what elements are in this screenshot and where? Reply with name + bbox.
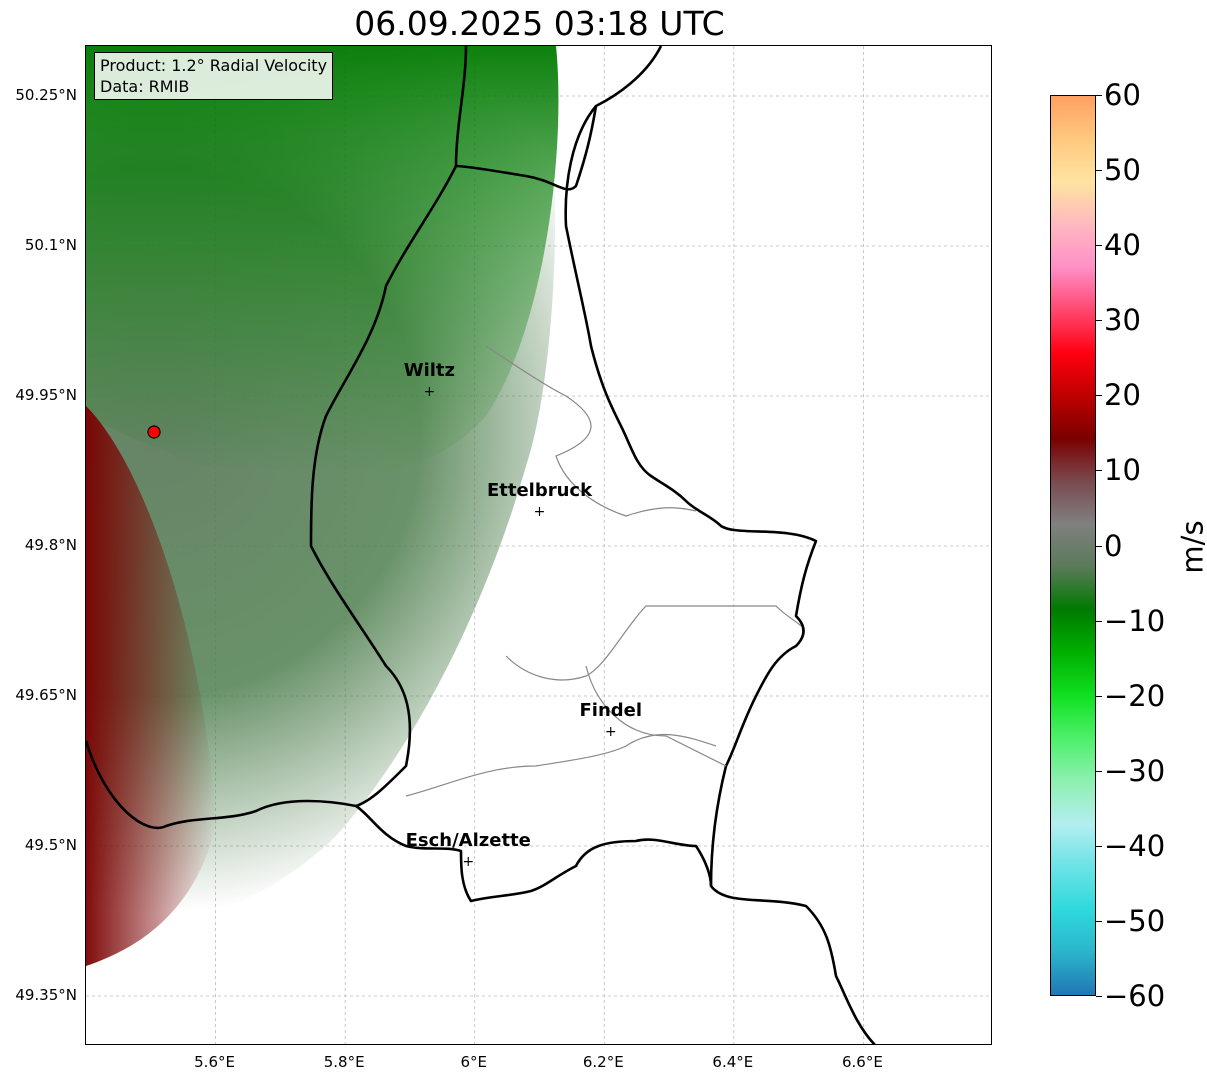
y-tick-label: 49.5°N [24, 836, 77, 854]
colorbar-tick-label: 60 [1104, 78, 1141, 112]
canton-line-2 [505, 605, 802, 681]
colorbar-tick-mark [1096, 470, 1102, 472]
colorbar-tick-mark [1096, 320, 1102, 322]
canton-line-4 [585, 665, 727, 767]
colorbar-tick-label: −40 [1104, 828, 1166, 863]
colorbar-tick-label: 0 [1104, 528, 1123, 563]
colorbar-tick-mark [1096, 170, 1102, 172]
colorbar-tick-label: −20 [1104, 678, 1166, 713]
canton-borders [405, 345, 802, 797]
y-tick-label: 49.65°N [15, 686, 77, 704]
data-source-label: Data: RMIB [100, 77, 190, 96]
colorbar-tick-label: −10 [1104, 603, 1166, 638]
colorbar-unit-label: m/s [1175, 520, 1207, 574]
y-tick-label: 49.8°N [24, 536, 77, 554]
x-tick-label: 5.8°E [323, 1053, 365, 1071]
city-label: Ettelbruck [487, 480, 593, 501]
city-marker-icon: + [534, 504, 546, 520]
radar-map-canvas: + Wiltz + Ettelbruck + Findel + Esch/Alzette [86, 46, 991, 1044]
colorbar-tick-mark [1096, 95, 1102, 96]
colorbar-tick-mark [1096, 920, 1102, 922]
radar-map: + Wiltz + Ettelbruck + Findel + Esch/Alzette [85, 45, 992, 1045]
city-marker-icon: + [462, 854, 474, 870]
colorbar-tick-label: 50 [1104, 153, 1141, 188]
colorbar-tick-mark [1096, 996, 1102, 997]
y-tick-label: 49.35°N [15, 986, 77, 1004]
radar-site-icon [147, 425, 161, 439]
product-label: Product: 1.2° Radial Velocity [100, 56, 328, 75]
y-tick-label: 50.25°N [15, 86, 77, 104]
luxembourg-border-west [86, 46, 468, 829]
radar-echoes [86, 46, 559, 966]
luxembourg-border-east [455, 46, 876, 1044]
colorbar-tick-mark [1096, 395, 1102, 397]
x-tick-label: 6°E [460, 1053, 487, 1071]
echo-field-red [86, 406, 216, 966]
canton-line-1 [485, 345, 697, 517]
colorbar-tick-mark [1096, 695, 1102, 697]
x-tick-label: 6.4°E [712, 1053, 754, 1071]
chart-title: 06.09.2025 03:18 UTC [354, 4, 725, 43]
luxembourg-border-south [355, 804, 713, 903]
radar-site-marker [147, 425, 161, 439]
product-info-box: Product: 1.2° Radial Velocity Data: RMIB [94, 52, 334, 100]
colorbar-tick-label: −50 [1104, 903, 1166, 938]
colorbar-tick-mark [1096, 620, 1102, 622]
y-tick-label: 49.95°N [15, 386, 77, 404]
colorbar-tick-label: 30 [1104, 303, 1141, 338]
x-tick-label: 6.6°E [842, 1053, 883, 1071]
colorbar-tick-mark [1096, 770, 1102, 772]
city-label: Wiltz [404, 360, 455, 381]
city-label: Esch/Alzette [406, 830, 531, 851]
velocity-colorbar [1050, 95, 1096, 996]
cities-layer: + Wiltz + Ettelbruck + Findel + Esch/Alzette [404, 360, 642, 870]
x-tick-label: 6.2°E [582, 1053, 624, 1071]
colorbar-tick-label: 40 [1104, 228, 1141, 263]
colorbar-tick-mark [1096, 545, 1102, 547]
colorbar-tick-label: −30 [1104, 753, 1166, 788]
city-marker-icon: + [423, 384, 435, 400]
colorbar-tick-label: −60 [1104, 979, 1166, 1013]
x-tick-label: 5.6°E [194, 1053, 235, 1071]
canton-line-3 [405, 733, 717, 797]
colorbar-tick-mark [1096, 245, 1102, 247]
colorbar-tick-label: 10 [1104, 453, 1141, 488]
y-tick-label: 50.1°N [24, 236, 77, 254]
colorbar-tick-label: 20 [1104, 378, 1141, 413]
echo-field-green [86, 46, 559, 475]
city-marker-icon: + [605, 724, 617, 740]
country-borders [86, 46, 876, 1044]
colorbar-tick-mark [1096, 845, 1102, 847]
city-label: Findel [579, 700, 642, 721]
